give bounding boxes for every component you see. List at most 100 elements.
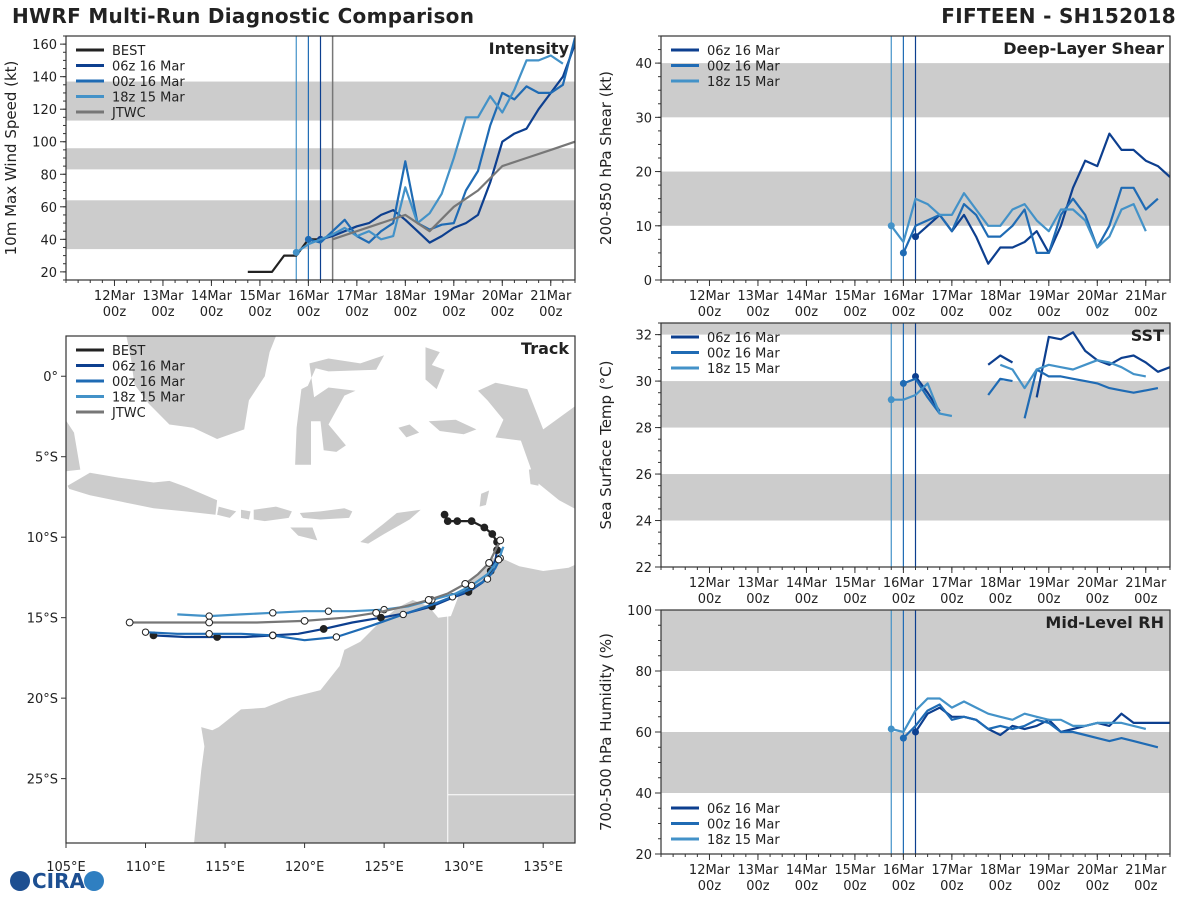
track-point-JTW [424, 596, 433, 604]
rh-xtick-label: 20Mar [1077, 863, 1119, 878]
rh-init-point-06z [912, 728, 919, 736]
land-timor [360, 509, 421, 544]
intensity-xtick-label: 00z [248, 305, 272, 320]
track-ytick-label: 25°S [27, 773, 58, 788]
shear-xtick-label: 14Mar [786, 289, 828, 304]
sst-ytick-label: 28 [635, 422, 652, 437]
track-ytick-label: 5°S [35, 451, 58, 466]
intensity-legend-label: 00z 16 Mar [112, 75, 185, 90]
intensity-init-point-00z [304, 235, 312, 243]
shear-xtick-label: 00z [989, 305, 1013, 320]
track-point-JTW [205, 618, 214, 627]
intensity-xtick-label: 20Mar [482, 289, 524, 304]
track-point-18z [269, 609, 277, 617]
shear-xtick-label: 17Mar [931, 289, 973, 304]
shear-init-point-18z [887, 222, 895, 230]
rh-xtick-label: 00z [698, 879, 722, 894]
land-aru [528, 468, 540, 486]
intensity-xtick-label: 21Mar [530, 289, 572, 304]
sst-xtick-label: 00z [1086, 592, 1110, 607]
rh-init-point-18z [887, 725, 895, 733]
intensity-legend-label: 18z 15 Mar [112, 91, 185, 106]
track-18z [177, 546, 505, 618]
sst-ytick-label: 22 [635, 561, 652, 576]
rh-series-06z [914, 706, 1170, 737]
land-sulawesi [295, 355, 385, 465]
track-point-18z [205, 612, 213, 620]
intensity-ytick-label: 160 [32, 38, 57, 53]
intensity-ytick-label: 20 [40, 266, 57, 281]
sst-legend-label: 00z 16 Mar [707, 347, 780, 362]
rh-xtick-label: 00z [989, 879, 1013, 894]
shear-xtick-label: 16Mar [883, 289, 925, 304]
rh-xtick-label: 17Mar [931, 863, 973, 878]
track-00z [145, 548, 503, 642]
shear-series-00z [902, 186, 1159, 254]
rh-xtick-label: 00z [843, 879, 867, 894]
track-point-06z [319, 625, 328, 633]
sst-xtick-label: 00z [746, 592, 770, 607]
rh-legend-label: 00z 16 Mar [707, 818, 780, 833]
sst-xtick-label: 00z [989, 592, 1013, 607]
shear-xtick-label: 21Mar [1125, 289, 1167, 304]
shear-xtick-label: 00z [1134, 305, 1158, 320]
track-JTW [129, 539, 502, 624]
shear-xtick-label: 00z [795, 305, 819, 320]
track-legend-label: 06z 16 Mar [112, 360, 185, 375]
intensity-panel: 2040608010012014016012Mar00z13Mar00z14Ma… [2, 35, 576, 320]
sst-xtick-label: 14Mar [786, 576, 828, 591]
intensity-ytick-label: 100 [32, 136, 57, 151]
track-frame [65, 335, 576, 844]
track-point-BES [443, 517, 452, 525]
shear-xtick-label: 00z [940, 305, 964, 320]
intensity-xtick-label: 00z [151, 305, 175, 320]
track-point-BES [467, 517, 476, 525]
shear-legend-label: 00z 16 Mar [707, 60, 780, 75]
track-point-JTW [461, 579, 470, 588]
shear-xtick-label: 00z [746, 305, 770, 320]
intensity-title: Intensity [489, 39, 570, 58]
shear-xtick-label: 00z [698, 305, 722, 320]
track-panel: 105°E 110°E 115°E 120°E 125°E 130°E 135°E 0° 5°S… [27, 335, 576, 875]
sst-ytick-label: 30 [635, 375, 652, 390]
land-java [67, 472, 218, 515]
rh-init-point-00z [899, 734, 907, 742]
rh-xtick-label: 00z [892, 879, 916, 894]
cira-logo: CIRA [6, 866, 106, 896]
intensity-xtick-label: 19Mar [433, 289, 475, 304]
intensity-legend-label: JTWC [111, 106, 146, 121]
track-point-00z [269, 631, 277, 640]
track-legend-label: JTWC [111, 406, 146, 421]
track-xtick-label: 115°E [205, 860, 245, 875]
intensity-legend-label: BEST [112, 44, 145, 59]
rh-ytick-label: 80 [635, 665, 652, 680]
rh-xtick-label: 00z [795, 879, 819, 894]
shear-ytick-label: 0 [644, 274, 652, 289]
page-title: HWRF Multi-Run Diagnostic Comparison [12, 4, 475, 28]
shear-xtick-label: 00z [843, 305, 867, 320]
storm-id: FIFTEEN - SH152018 [941, 4, 1176, 28]
intensity-series-JTW [332, 140, 575, 241]
track-title: Track [521, 339, 569, 358]
sst-xtick-label: 16Mar [883, 576, 925, 591]
intensity-ytick-label: 140 [32, 71, 57, 86]
rh-xtick-label: 00z [1037, 879, 1061, 894]
rh-legend-label: 06z 16 Mar [707, 802, 780, 817]
intensity-xtick-label: 00z [200, 305, 224, 320]
rh-legend-label: 18z 15 Mar [707, 833, 780, 848]
rh-xtick-label: 13Mar [737, 863, 779, 878]
track-point-00z [399, 610, 407, 619]
sst-xtick-label: 00z [940, 592, 964, 607]
rh-ytick-label: 100 [627, 604, 652, 619]
shear-xtick-label: 00z [1037, 305, 1061, 320]
sst-xtick-label: 00z [1134, 592, 1158, 607]
rh-panel: 2040608010012Mar00z13Mar00z14Mar00z15Mar… [597, 604, 1171, 894]
intensity-xtick-label: 18Mar [385, 289, 427, 304]
track-point-BES [453, 517, 462, 525]
track-lines [125, 510, 505, 642]
land-new-guinea [478, 382, 575, 509]
intensity-ytick-label: 80 [40, 168, 57, 183]
shear-legend-label: 06z 16 Mar [707, 44, 780, 59]
shear-xtick-label: 15Mar [834, 289, 876, 304]
land-sumbawa [253, 506, 292, 522]
